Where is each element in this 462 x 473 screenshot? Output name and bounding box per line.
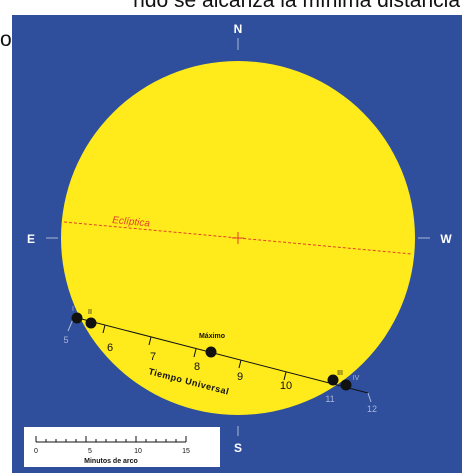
hour-label-8: 8 — [194, 361, 200, 373]
path-end-tick — [367, 392, 372, 403]
tick-6 — [102, 324, 106, 334]
tick-9 — [238, 359, 242, 369]
ecliptic-label: Eclíptica — [112, 215, 151, 229]
hour-label-9: 9 — [237, 371, 243, 383]
hour-label-5: 5 — [63, 335, 68, 345]
scale-bar-minor-ticks — [35, 436, 187, 442]
hour-label-7: 7 — [150, 351, 156, 363]
maximum-label: Máximo — [199, 333, 225, 340]
hour-label-6: 6 — [107, 342, 113, 354]
north-label: N — [234, 22, 243, 36]
ecliptic-line — [63, 221, 413, 255]
west-label: W — [440, 232, 452, 246]
planet-contact-2 — [85, 317, 97, 329]
scale-bar-label: Minutos de arco — [84, 458, 138, 465]
tick-8 — [193, 348, 197, 358]
scale-tick-5: 5 — [88, 448, 92, 455]
contact-label-1: I — [72, 306, 74, 313]
planet-contact-4 — [340, 379, 352, 391]
south-label: S — [234, 441, 242, 455]
hour-label-12: 12 — [367, 404, 377, 414]
planet-maximum — [205, 346, 217, 358]
hour-label-11: 11 — [325, 394, 334, 404]
scale-tick-0: 0 — [34, 448, 38, 455]
contact-label-2: II — [88, 309, 92, 316]
scale-tick-15: 15 — [182, 448, 190, 455]
caption-line-2: o — [0, 28, 12, 51]
contact-label-4: IV — [353, 375, 360, 382]
caption-line-1: ndo se alcanza la mínima distancia — [133, 0, 460, 12]
tick-10 — [283, 371, 287, 381]
planet-contact-3 — [327, 374, 339, 386]
tick-7 — [148, 336, 152, 346]
hour-label-10: 10 — [280, 380, 292, 392]
scale-tick-10: 10 — [134, 448, 142, 455]
scale-bar-box — [24, 427, 220, 467]
planet-contact-1 — [71, 312, 83, 324]
transit-path — [73, 316, 369, 394]
east-label: E — [27, 232, 35, 246]
contact-label-3: III — [337, 370, 343, 377]
